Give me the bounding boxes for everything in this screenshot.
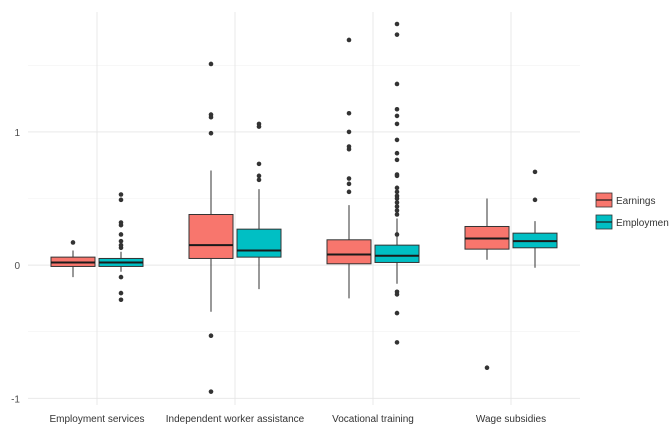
outlier-point: [118, 232, 124, 237]
outlier-point: [394, 196, 400, 201]
outlier-point: [118, 238, 124, 244]
outlier-point: [394, 121, 400, 127]
outlier-point: [118, 297, 124, 303]
outlier-point: [70, 240, 76, 245]
outlier-point: [208, 130, 214, 136]
outlier-point: [346, 176, 352, 181]
outlier-point: [394, 340, 400, 345]
box-employment-2: [374, 21, 420, 345]
y-tick-label: -1: [11, 394, 20, 405]
outlier-point: [394, 185, 400, 191]
box-iqr: [326, 239, 372, 265]
axis-layer: -1 0 1 Employment services Independent worke…: [11, 128, 546, 425]
outlier-point: [394, 212, 400, 217]
x-category-label: Vocational training: [332, 414, 414, 425]
outlier-point: [208, 61, 214, 67]
outlier-point: [394, 150, 400, 156]
box-employment-3: [512, 169, 558, 268]
box-earnings-2: [326, 37, 372, 299]
outlier-point: [208, 114, 214, 120]
outlier-point: [394, 292, 400, 297]
outlier-point: [484, 365, 490, 370]
outlier-point: [118, 222, 124, 228]
outlier-point: [118, 290, 124, 296]
x-category-label: Independent worker assistance: [166, 414, 305, 425]
outlier-point: [394, 204, 400, 209]
outlier-point: [394, 106, 400, 112]
box-employment-1: [236, 121, 282, 290]
outlier-point: [256, 124, 262, 129]
legend-label: Earnings: [616, 196, 655, 207]
outlier-point: [394, 157, 400, 163]
outlier-point: [256, 177, 262, 183]
x-category-label: Employment services: [49, 414, 144, 425]
outlier-point: [256, 173, 262, 179]
outlier-point: [394, 137, 400, 143]
y-tick-label: 1: [14, 128, 20, 139]
legend-label: Employment: [616, 218, 669, 229]
outlier-point: [346, 181, 352, 187]
y-tick-label: 0: [14, 261, 20, 272]
outlier-point: [394, 113, 400, 119]
plot-layer: [50, 21, 558, 394]
outlier-point: [208, 333, 214, 339]
outlier-point: [208, 389, 214, 394]
outlier-point: [394, 173, 400, 179]
outlier-point: [394, 208, 400, 213]
outlier-point: [394, 232, 400, 237]
outlier-point: [394, 81, 400, 87]
outlier-point: [118, 197, 124, 203]
outlier-point: [118, 192, 124, 197]
x-category-label: Wage subsidies: [476, 414, 546, 425]
legend: Earnings Employment: [595, 192, 669, 230]
box-earnings-0: [50, 240, 96, 278]
outlier-point: [346, 37, 352, 43]
outlier-point: [532, 197, 538, 203]
outlier-point: [256, 161, 262, 167]
grid-layer: [28, 12, 580, 405]
outlier-point: [394, 21, 400, 27]
outlier-point: [394, 32, 400, 37]
outlier-point: [394, 189, 400, 195]
outlier-point: [118, 274, 124, 280]
box-iqr: [374, 244, 420, 263]
box-earnings-1: [188, 61, 234, 394]
box-employment-0: [98, 192, 144, 303]
box-iqr: [236, 228, 282, 258]
outlier-point: [532, 169, 538, 175]
box-earnings-3: [464, 198, 510, 370]
outlier-point: [346, 189, 352, 195]
outlier-point: [394, 200, 400, 205]
outlier-point: [346, 110, 352, 116]
box-iqr: [188, 213, 234, 259]
outlier-point: [118, 245, 124, 251]
outlier-point: [346, 146, 352, 152]
outlier-point: [346, 129, 352, 135]
outlier-point: [394, 310, 400, 316]
